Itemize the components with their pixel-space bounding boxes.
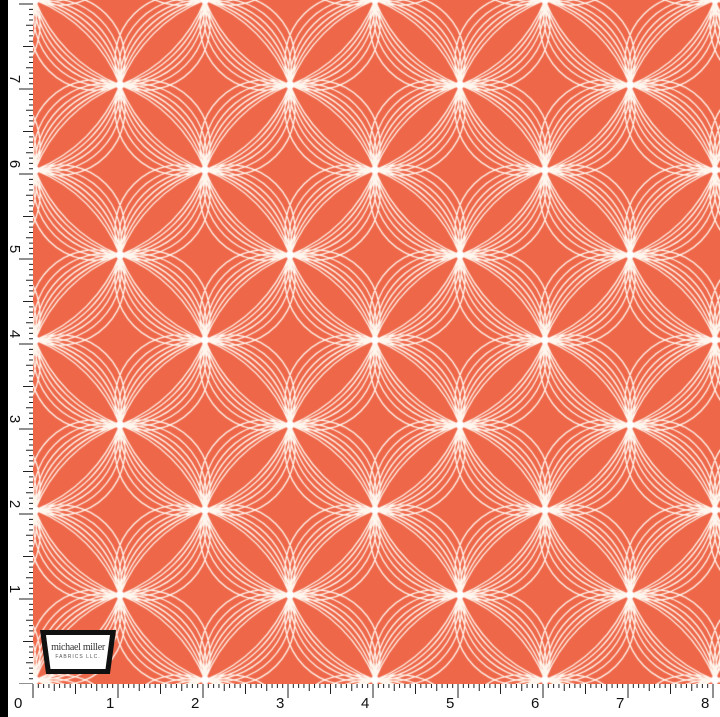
ruler-number: 7 [6, 74, 24, 84]
fabric-pattern [33, 0, 720, 684]
ruler-number: 3 [276, 695, 285, 712]
horizontal-ruler: 0 1 2 3 4 5 6 7 8 [8, 684, 720, 717]
ruler-number: 2 [191, 695, 200, 712]
black-edge [0, 0, 8, 717]
ruler-number: 1 [6, 584, 24, 594]
vertical-ruler: 7 6 5 4 3 2 1 [6, 0, 33, 684]
ruler-ticks [32, 684, 714, 698]
horizontal-ruler-ticks [32, 684, 714, 698]
ruler-number: 1 [106, 695, 115, 712]
ruler-number: 7 [616, 695, 625, 712]
ruler-number: 6 [531, 695, 540, 712]
ruler-number: 4 [361, 695, 370, 712]
ruler-number: 2 [6, 499, 24, 509]
ruler-number: 3 [6, 414, 24, 424]
ruler-number: 5 [446, 695, 455, 712]
ruler-number: 0 [14, 695, 23, 712]
vertical-ruler-ticks [19, 3, 33, 684]
ruler-number: 6 [6, 159, 24, 169]
logo-sub: FABRICS LLC. [55, 654, 101, 660]
ruler-number: 4 [6, 329, 24, 339]
logo-name: michael miller [51, 642, 105, 653]
ruler-ticks [19, 3, 33, 684]
ruler-number: 8 [701, 695, 710, 712]
brand-logo: michael miller FABRICS LLC. [40, 630, 116, 674]
ruler-number: 5 [6, 244, 24, 254]
